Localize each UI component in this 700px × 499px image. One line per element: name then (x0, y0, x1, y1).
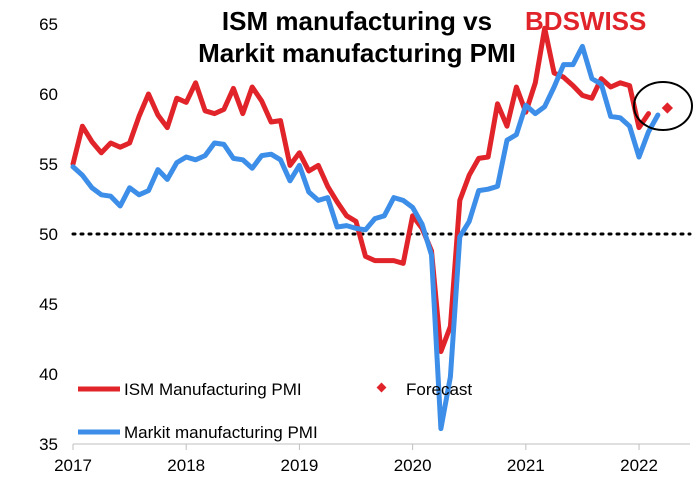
legend-label-ism: ISM Manufacturing PMI (124, 380, 302, 399)
series-line-ism (70, 25, 651, 355)
brand-logo-bd: BD (525, 6, 563, 36)
x-tick-label: 2021 (507, 456, 545, 475)
y-tick-label: 65 (39, 15, 58, 34)
legend-swatch-forecast (376, 382, 387, 393)
x-tick-labels: 2017 2018 2019 2020 2021 2022 (54, 444, 658, 475)
chart-title-line-2: Markit manufacturing PMI (198, 38, 516, 68)
legend: ISM Manufacturing PMI Forecast Markit ma… (78, 380, 472, 442)
legend-label-forecast: Forecast (406, 380, 472, 399)
y-tick-label: 35 (39, 435, 58, 454)
y-tick-labels: 35 40 45 50 55 60 65 (39, 15, 58, 454)
forecast-point (661, 102, 674, 114)
x-tick-label: 2020 (394, 456, 432, 475)
y-tick-label: 60 (39, 85, 58, 104)
x-tick-label: 2022 (620, 456, 658, 475)
chart-title-line-1: ISM manufacturing vs (222, 6, 492, 36)
legend-label-markit: Markit manufacturing PMI (124, 423, 318, 442)
brand-logo: BDSWISS (525, 6, 646, 36)
brand-logo-text: BDSWISS (525, 6, 646, 36)
x-tick-label: 2018 (167, 456, 205, 475)
series-layer (70, 25, 661, 432)
x-tick-label: 2019 (281, 456, 319, 475)
y-tick-label: 45 (39, 295, 58, 314)
y-tick-label: 50 (39, 225, 58, 244)
forecast-layer (661, 102, 674, 114)
series-line-markit (70, 43, 661, 432)
forecast-highlight-circle (633, 81, 693, 131)
y-tick-label: 55 (39, 155, 58, 174)
y-tick-label: 40 (39, 365, 58, 384)
brand-logo-swiss: SWISS (563, 6, 647, 36)
x-tick-label: 2017 (54, 456, 92, 475)
